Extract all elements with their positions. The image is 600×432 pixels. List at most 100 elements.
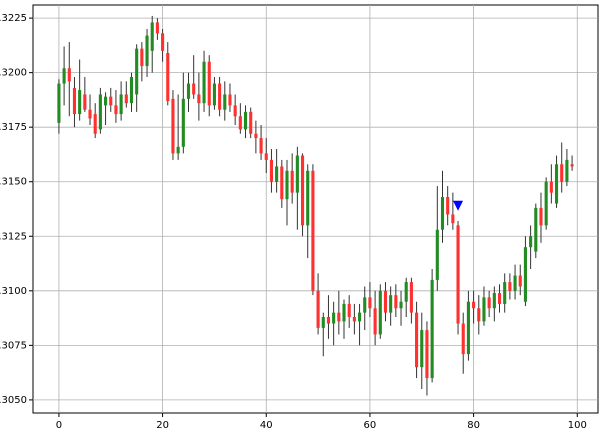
candle-body <box>290 170 294 193</box>
candle-body <box>466 301 470 355</box>
candle-body <box>197 94 201 104</box>
candle-body <box>104 96 108 106</box>
candle-body <box>513 275 517 291</box>
candle-body <box>420 330 424 368</box>
candle-body <box>482 297 486 322</box>
candle-body <box>67 68 71 82</box>
candle-body <box>347 303 351 317</box>
candle-body <box>430 279 434 379</box>
candle-body <box>207 61 211 106</box>
candle-body <box>399 301 403 309</box>
candle-body <box>435 229 439 280</box>
x-tick-label: 100 <box>568 420 587 428</box>
candle-body <box>440 197 445 230</box>
candle-body <box>176 146 180 154</box>
candle-body <box>352 317 356 322</box>
candle-body <box>337 312 341 322</box>
candle-body <box>150 22 154 51</box>
candle-body <box>98 94 102 130</box>
candle-body <box>311 170 315 291</box>
candle-body <box>264 153 268 160</box>
candle-body <box>254 133 258 139</box>
y-tick-label: 1.3125 <box>0 231 27 242</box>
candle-body <box>451 214 455 224</box>
candle-body <box>523 247 527 302</box>
candle-body <box>554 164 559 204</box>
y-tick-label: 1.3150 <box>0 177 27 188</box>
candle-body <box>368 297 372 309</box>
candle-body <box>461 323 465 355</box>
candle-body <box>560 164 564 182</box>
candle-body <box>534 207 538 252</box>
candle-body <box>269 159 273 182</box>
candle-body <box>487 297 491 309</box>
candle-body <box>171 98 175 154</box>
candle-body <box>140 48 144 67</box>
candle-body <box>124 94 128 104</box>
candle-body <box>425 330 429 379</box>
candle-body <box>321 317 325 328</box>
candle-body <box>544 181 548 226</box>
candle-body <box>415 312 419 368</box>
candle-body <box>549 181 553 193</box>
candle-body <box>192 83 196 95</box>
candle-body <box>114 105 118 115</box>
candle-body <box>155 22 159 34</box>
candle-body <box>316 290 320 328</box>
y-tick-label: 1.3050 <box>0 395 27 406</box>
candle-body <box>109 96 113 106</box>
candle-body <box>228 94 232 106</box>
candle-body <box>456 225 460 324</box>
candle-body <box>409 282 413 313</box>
candle-body <box>300 155 305 226</box>
y-tick-label: 1.3200 <box>0 68 27 79</box>
candle-body <box>332 312 336 324</box>
candle-body <box>383 290 388 313</box>
candle-body <box>394 295 398 309</box>
candle-body <box>363 297 367 313</box>
candle-body <box>186 83 191 99</box>
candle-body <box>249 111 253 134</box>
signal-marker <box>453 200 464 211</box>
candle-body <box>446 197 450 215</box>
candle-body <box>161 33 165 51</box>
candle-body <box>212 83 216 106</box>
candle-body <box>145 35 149 67</box>
y-tick-label: 1.3100 <box>0 286 27 297</box>
x-tick-label: 40 <box>260 420 273 428</box>
candle-body <box>243 111 248 130</box>
candle-body <box>342 303 346 322</box>
candle-body <box>129 77 134 104</box>
x-tick-label: 0 <box>56 420 62 428</box>
x-tick-label: 80 <box>467 420 480 428</box>
candle-body <box>223 94 227 110</box>
plot-frame <box>32 4 599 414</box>
candle-body <box>306 170 310 226</box>
candle-body <box>285 170 289 200</box>
candle-body <box>202 61 206 104</box>
candle-body <box>378 290 382 335</box>
candle-body <box>358 312 362 322</box>
candle-body <box>280 166 284 200</box>
candle-body <box>539 207 543 226</box>
candle-body <box>166 53 170 101</box>
candle-body <box>472 301 476 309</box>
candle-body <box>497 293 502 304</box>
candle-body <box>326 317 331 324</box>
candle-body <box>233 105 237 117</box>
candle-body <box>78 90 82 115</box>
candle-body <box>404 282 408 302</box>
candle-body <box>218 83 222 110</box>
y-tick-label: 1.3075 <box>0 340 27 351</box>
candle-body <box>477 308 481 322</box>
candle-body <box>503 282 507 304</box>
candle-body <box>275 166 279 182</box>
candle-body <box>518 275 522 287</box>
candle-body <box>57 83 61 123</box>
candle-body <box>119 94 123 115</box>
candle-body <box>62 68 66 84</box>
candle-body <box>565 159 569 182</box>
y-tick-label: 1.3225 <box>0 13 27 24</box>
candle-body <box>181 98 185 147</box>
candle-body <box>238 116 242 130</box>
